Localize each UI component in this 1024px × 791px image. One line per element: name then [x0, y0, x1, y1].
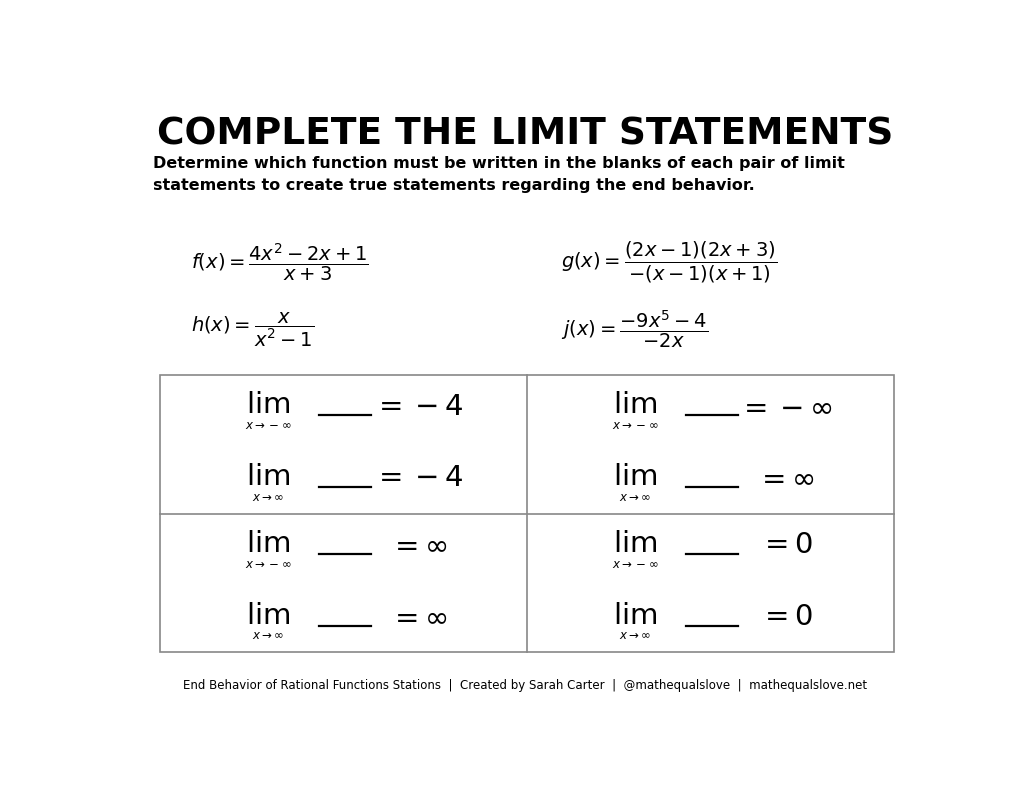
Text: $= \infty$: $= \infty$ [389, 532, 449, 559]
Text: $\lim$: $\lim$ [612, 530, 657, 558]
Text: $j(x) = \dfrac{-9x^5 - 4}{-2x}$: $j(x) = \dfrac{-9x^5 - 4}{-2x}$ [560, 308, 708, 350]
Text: $f(x) = \dfrac{4x^2 - 2x + 1}{x + 3}$: $f(x) = \dfrac{4x^2 - 2x + 1}{x + 3}$ [191, 241, 370, 283]
Text: $= 0$: $= 0$ [759, 532, 813, 559]
Text: $\lim$: $\lim$ [246, 392, 290, 419]
Text: $= -\infty$: $= -\infty$ [738, 392, 833, 421]
Text: End Behavior of Rational Functions Stations  |  Created by Sarah Carter  |  @mat: End Behavior of Rational Functions Stati… [182, 679, 867, 692]
Text: $\lim$: $\lim$ [612, 464, 657, 491]
Text: $x \to -\infty$: $x \to -\infty$ [245, 558, 291, 570]
Text: $= \infty$: $= \infty$ [389, 603, 449, 631]
Text: COMPLETE THE LIMIT STATEMENTS: COMPLETE THE LIMIT STATEMENTS [157, 116, 893, 152]
Text: $h(x) = \dfrac{x}{x^2 - 1}$: $h(x) = \dfrac{x}{x^2 - 1}$ [191, 310, 314, 349]
Text: $= -4$: $= -4$ [374, 392, 464, 421]
Text: $\lim$: $\lim$ [246, 464, 290, 491]
Text: $= \infty$: $= \infty$ [757, 464, 815, 493]
Text: $= 0$: $= 0$ [759, 603, 813, 631]
Text: Determine which function must be written in the blanks of each pair of limit
sta: Determine which function must be written… [154, 156, 845, 193]
Text: $x \to -\infty$: $x \to -\infty$ [611, 558, 658, 570]
Text: $\lim$: $\lim$ [612, 392, 657, 419]
Text: $\lim$: $\lim$ [246, 530, 290, 558]
Text: $x \to -\infty$: $x \to -\infty$ [611, 419, 658, 432]
Text: $x \to -\infty$: $x \to -\infty$ [245, 419, 291, 432]
Text: $\lim$: $\lim$ [246, 602, 290, 630]
Text: $g(x) = \dfrac{(2x-1)(2x+3)}{-(x-1)(x+1)}$: $g(x) = \dfrac{(2x-1)(2x+3)}{-(x-1)(x+1)… [560, 240, 776, 285]
Text: $x \to \infty$: $x \to \infty$ [252, 491, 284, 504]
Text: $x \to \infty$: $x \to \infty$ [618, 491, 651, 504]
Text: $\lim$: $\lim$ [612, 602, 657, 630]
Bar [160, 375, 894, 653]
Text: $x \to \infty$: $x \to \infty$ [618, 630, 651, 642]
Text: $x \to \infty$: $x \to \infty$ [252, 630, 284, 642]
Text: $= -4$: $= -4$ [374, 464, 464, 493]
